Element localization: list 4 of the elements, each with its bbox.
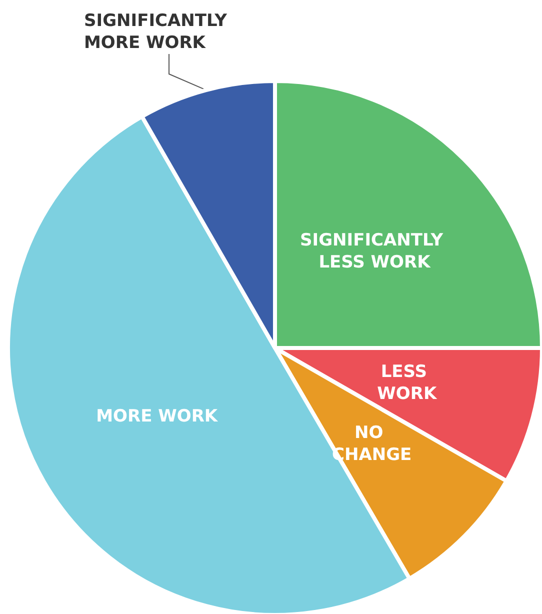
slice-label: LESS WORK (377, 362, 438, 404)
slice-label: MORE WORK (96, 406, 218, 426)
slice-label: SIGNIFICANTLY MORE WORK (84, 11, 233, 53)
slice-label: SIGNIFICANTLY LESS WORK (300, 230, 444, 272)
